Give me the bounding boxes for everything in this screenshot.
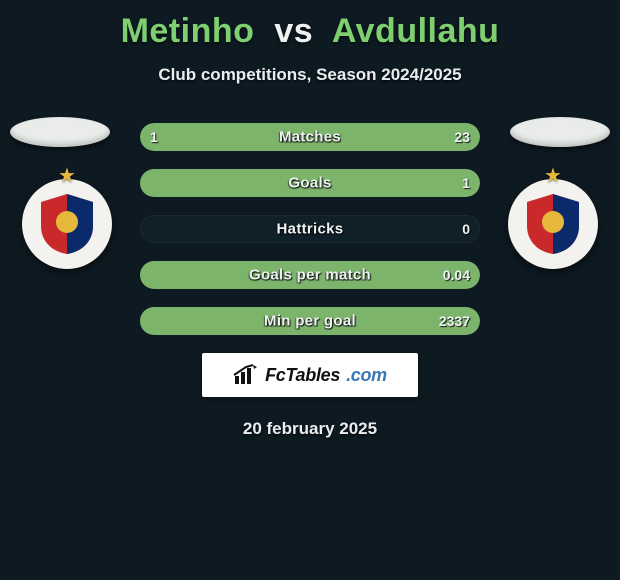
stat-value-right: 23 <box>454 129 470 145</box>
star-icon: ★ <box>58 163 76 188</box>
vs-text: vs <box>274 12 313 50</box>
stat-label: Matches <box>279 129 341 146</box>
star-icon: ★ <box>544 163 562 188</box>
chart-icon <box>233 364 259 386</box>
shield-icon <box>525 192 581 256</box>
stat-bar: Min per goal 2337 <box>140 307 480 335</box>
stat-value-right: 1 <box>462 175 470 191</box>
stat-value-right: 0 <box>462 221 470 237</box>
subtitle: Club competitions, Season 2024/2025 <box>0 65 620 85</box>
shield-icon <box>39 192 95 256</box>
stats-stage: ★ ★ Matches 1 23 Goals 1 Hattricks 0 Goals per … <box>0 123 620 439</box>
stat-label: Goals <box>288 175 331 192</box>
stat-value-right: 2337 <box>439 313 470 329</box>
date-text: 20 february 2025 <box>0 419 620 439</box>
stat-bar: Goals 1 <box>140 169 480 197</box>
player1-avatar-ellipse <box>10 117 110 147</box>
brand-badge[interactable]: FcTables .com <box>202 353 418 397</box>
stat-bars: Matches 1 23 Goals 1 Hattricks 0 Goals per matc… <box>140 123 480 335</box>
stat-value-left: 1 <box>150 129 158 145</box>
player2-name: Avdullahu <box>332 12 500 50</box>
stat-label: Hattricks <box>277 221 344 238</box>
stat-bar: Goals per match 0.04 <box>140 261 480 289</box>
stat-bar: Matches 1 23 <box>140 123 480 151</box>
player1-club-badge: ★ <box>22 179 112 269</box>
stat-bar: Hattricks 0 <box>140 215 480 243</box>
brand-domain: .com <box>346 365 387 386</box>
comparison-widget: Metinho vs Avdullahu Club competitions, … <box>0 0 620 580</box>
stat-value-right: 0.04 <box>443 267 470 283</box>
stat-label: Goals per match <box>249 267 371 284</box>
page-title: Metinho vs Avdullahu <box>0 0 620 51</box>
player2-avatar-ellipse <box>510 117 610 147</box>
player2-club-badge: ★ <box>508 179 598 269</box>
stat-label: Min per goal <box>264 313 356 330</box>
player1-name: Metinho <box>121 12 255 50</box>
brand-name: FcTables <box>265 365 340 386</box>
